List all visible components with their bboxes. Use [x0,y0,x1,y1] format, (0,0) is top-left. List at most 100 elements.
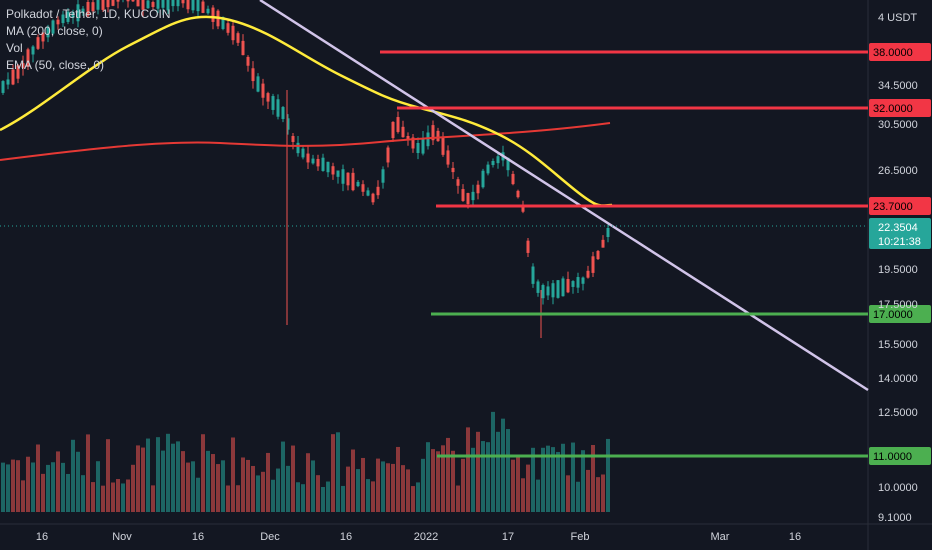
level-price-tag [869,447,931,465]
candle-body [111,0,115,6]
candle-body [206,8,210,14]
candle-body [271,96,275,110]
volume-bar [276,468,280,512]
candle-body [556,280,560,298]
level-price-tag [869,99,931,117]
candle-body [381,169,385,183]
price-axis-tick: 15.5000 [878,339,918,351]
candle-body [286,118,290,130]
candle-body [301,148,305,158]
volume-bar [381,461,385,512]
volume-bar [421,458,425,512]
volume-bar [581,450,585,512]
candle-body [386,147,390,163]
price-axis-currency[interactable]: 4 USDT [878,12,917,24]
current-price-value: 22.3504 [878,222,918,234]
candle-body [31,46,35,55]
volume-bar [351,449,355,512]
volume-bar [176,441,180,512]
ma200-line [0,122,611,161]
price-axis-tick: 17.5000 [878,299,918,311]
volume-bar [1,462,5,512]
candle-body [526,240,530,253]
candle-body [421,138,425,154]
volume-bar [31,462,35,512]
candle-body [126,0,130,2]
candle-body [531,266,535,284]
volume-bar [601,474,605,512]
level-price-label: 32.0000 [873,103,913,115]
candle-body [516,190,520,198]
volume-bar [526,464,530,512]
indicator-vol[interactable]: Vol [6,41,23,55]
candle-body [376,186,380,196]
candle-body [331,166,335,175]
level-price-tag [869,197,931,215]
volume-bar [326,481,330,512]
volume-bar [131,464,135,512]
level-price-label: 23.7000 [873,201,913,213]
candle-body [561,278,565,297]
volume-bar [416,482,420,512]
volume-bar [101,485,105,512]
candle-body [591,256,595,273]
candle-body [36,37,40,49]
candle-body [236,33,240,43]
time-axis-tick: Mar [711,531,730,543]
candle-body [166,0,170,11]
candle-body [486,164,490,174]
volume-bar [116,478,120,512]
candle-body [601,239,605,248]
volume-bar [71,439,75,512]
indicator-ema50[interactable]: EMA (50, close, 0) [6,58,105,72]
volume-bar [156,437,160,512]
volume-bar [191,461,195,512]
candle-body [276,99,280,117]
trendline[interactable] [259,0,869,392]
candle-body [506,157,510,171]
candle-body [51,20,55,34]
candle-body [476,184,480,194]
candle-body [211,7,215,22]
time-axis-tick: Feb [571,531,590,543]
volume-bar [291,445,295,512]
volume-bar [446,437,450,512]
volume-bar [576,481,580,512]
volume-bar [81,475,85,512]
level-price-tag [869,43,931,61]
volume-bar [151,485,155,512]
volume-bar [566,475,570,512]
volume-bar [406,469,410,512]
volume-bar [551,447,555,512]
volume-bar [541,447,545,512]
volume-bar [221,460,225,512]
level-price-tag [869,305,931,323]
volume-bar [521,478,525,512]
candle-body [311,158,315,164]
volume-bar [506,429,510,512]
volume-bar [401,465,405,512]
volume-bar [376,458,380,512]
candle-body [581,277,585,284]
candle-body [406,135,410,141]
volume-bar [171,443,175,512]
volume-bar [356,469,360,512]
candle-body [101,0,105,10]
current-price-countdown: 10:21:38 [878,236,921,248]
volume-bar [231,437,235,512]
time-axis-tick: 16 [789,531,801,543]
candle-body [261,83,265,98]
volume-bar [346,466,350,512]
candle-body [296,142,300,154]
time-axis-tick: 17 [502,531,514,543]
volume-bar [111,482,115,512]
indicator-ma200[interactable]: MA (200, close, 0) [6,24,103,38]
candle-body [151,2,155,7]
candle-body [346,172,350,186]
volume-bar [336,432,340,512]
current-price-tag [869,218,931,249]
candle-body [306,153,310,163]
volume-bar [476,431,480,512]
